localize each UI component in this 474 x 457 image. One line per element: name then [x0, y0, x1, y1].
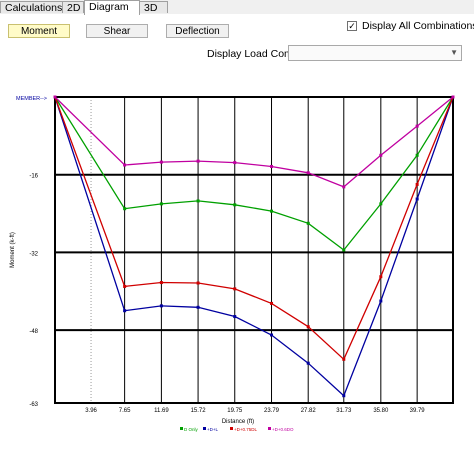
- y-tick-label: -48: [29, 329, 38, 335]
- series-point: [306, 325, 310, 329]
- series-point: [196, 159, 200, 163]
- series-point: [342, 394, 346, 398]
- x-tick-label: 7.65: [119, 408, 131, 414]
- tab-bar: Calculations 2D Diagram 3D: [0, 0, 474, 15]
- series-point: [306, 171, 310, 175]
- series-point: [415, 153, 419, 157]
- series-point: [415, 197, 419, 201]
- plot-area: [54, 96, 454, 404]
- x-tick-label: 19.75: [227, 408, 243, 414]
- tab-2d[interactable]: 2D: [62, 1, 84, 14]
- display-all-label: Display All Combinations: [362, 20, 474, 32]
- series-point: [123, 163, 127, 167]
- legend-swatch: [230, 427, 233, 430]
- series-point: [123, 284, 127, 288]
- series-point: [270, 301, 274, 305]
- x-tick-label: 11.69: [154, 408, 169, 414]
- legend-swatch: [203, 427, 206, 430]
- series-point: [233, 161, 237, 165]
- series-point: [159, 281, 163, 285]
- series-point: [196, 281, 200, 285]
- chevron-down-icon[interactable]: ▼: [450, 48, 458, 57]
- tab-label: 2D: [67, 2, 81, 14]
- x-axis-label: Distance (ft): [222, 419, 254, 425]
- series-point: [270, 333, 274, 337]
- series-point: [123, 207, 127, 211]
- legend-label: +D+0.6DO: [272, 427, 294, 432]
- series-point: [342, 357, 346, 361]
- x-tick-label: 3.96: [85, 408, 97, 414]
- series-point: [379, 153, 383, 157]
- series-point: [342, 248, 346, 252]
- member-label: MEMBER-->: [16, 96, 47, 102]
- series-point: [270, 209, 274, 213]
- series-point: [451, 95, 455, 99]
- shear-button[interactable]: Shear: [86, 24, 148, 38]
- series-point: [196, 199, 200, 203]
- series-point: [196, 305, 200, 309]
- series-point: [123, 309, 127, 313]
- x-tick-label: 39.79: [410, 408, 426, 414]
- series-point: [159, 160, 163, 164]
- y-tick-label: -32: [29, 251, 38, 257]
- tab-label: 3D: [144, 2, 158, 14]
- series-point: [270, 164, 274, 168]
- series-point: [306, 361, 310, 365]
- series-point: [306, 221, 310, 225]
- y-axis-label: Moment (k-ft): [10, 232, 16, 268]
- series-point: [233, 203, 237, 207]
- y-tick-label: -63: [29, 402, 38, 408]
- load-comb-select[interactable]: ▼: [288, 45, 462, 61]
- series-point: [53, 95, 57, 99]
- x-tick-label: 23.79: [264, 408, 280, 414]
- series-point: [379, 299, 383, 303]
- y-tick-label: -16: [29, 174, 38, 180]
- series-point: [233, 287, 237, 291]
- series-point: [159, 202, 163, 206]
- series-point: [159, 304, 163, 308]
- display-all-checkbox[interactable]: ✓: [347, 21, 357, 31]
- tab-calculations[interactable]: Calculations: [0, 1, 63, 14]
- legend-swatch: [180, 427, 183, 430]
- x-tick-label: 15.72: [191, 408, 207, 414]
- legend-label: +D+L: [207, 427, 219, 432]
- series-point: [379, 202, 383, 206]
- tab-diagram[interactable]: Diagram: [84, 0, 140, 15]
- x-tick-label: 31.73: [336, 408, 352, 414]
- series-point: [415, 124, 419, 128]
- series-point: [342, 185, 346, 189]
- legend-label: D Only: [184, 427, 199, 432]
- load-comb-label: Display Load Comb :: [207, 48, 305, 60]
- legend-label: +D+0.75DL: [234, 427, 258, 432]
- tab-label: Diagram: [89, 1, 129, 13]
- series-point: [379, 275, 383, 279]
- tab-label: Calculations: [5, 2, 63, 14]
- series-point: [233, 315, 237, 319]
- moment-button[interactable]: Moment: [8, 24, 70, 38]
- x-tick-label: 27.82: [301, 408, 317, 414]
- x-tick-label: 35.80: [373, 408, 389, 414]
- series-point: [415, 182, 419, 186]
- legend-swatch: [268, 427, 271, 430]
- deflection-button[interactable]: Deflection: [166, 24, 229, 38]
